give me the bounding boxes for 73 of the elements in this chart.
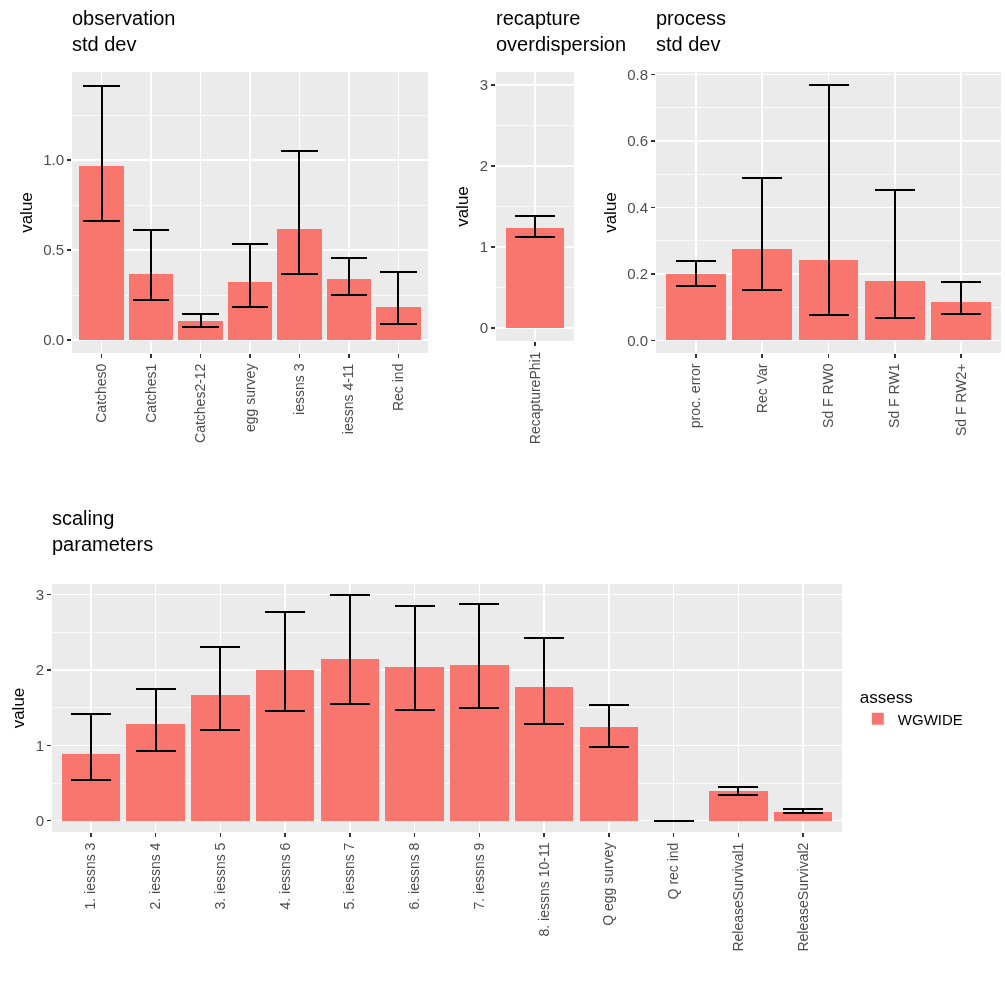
- bar: [79, 165, 124, 341]
- x-tick-label: 1. iessns 3: [82, 842, 99, 910]
- bar: [864, 281, 925, 341]
- bar: [931, 301, 992, 341]
- x-tick-label: Catches1: [142, 363, 159, 423]
- chart-title: recapture overdispersion: [496, 7, 627, 55]
- y-tick-label: 2: [35, 661, 44, 679]
- x-tick-label: Rec ind: [389, 363, 406, 412]
- y-tick-label: 1: [479, 238, 488, 256]
- x-tick-label: Catches0: [93, 363, 110, 423]
- x-tick-label: Sd F RW0: [820, 363, 837, 428]
- x-tick-label: iessns 3: [290, 363, 307, 415]
- x-tick-label: ReleaseSurvival1: [729, 842, 746, 952]
- y-tick-label: 0.8: [627, 65, 648, 83]
- y-tick-label: 0.6: [627, 132, 648, 150]
- y-tick-label: 3: [479, 76, 488, 94]
- y-tick-label: 1: [35, 736, 44, 754]
- bar: [376, 306, 421, 341]
- x-tick-label: 7. iessns 9: [470, 842, 487, 910]
- legend-label: WGWIDE: [897, 710, 963, 728]
- y-axis-title: value: [600, 192, 620, 233]
- y-tick-label: 0: [35, 811, 44, 829]
- y-tick-label: 0.4: [627, 198, 648, 216]
- y-tick-label: 0.0: [43, 331, 64, 349]
- x-tick-label: 3. iessns 5: [211, 842, 228, 910]
- bar: [255, 669, 315, 821]
- y-tick-label: 0.2: [627, 265, 648, 283]
- x-tick-label: iessns 4-11: [340, 363, 357, 435]
- x-tick-label: 4. iessns 6: [276, 842, 293, 910]
- bar: [385, 666, 444, 821]
- bar: [320, 658, 380, 821]
- x-tick-label: Sd F RW1: [886, 363, 903, 428]
- bar: [798, 260, 859, 341]
- y-axis-title: value: [453, 186, 473, 227]
- chart-title: observation std dev: [72, 7, 176, 55]
- bar: [709, 790, 768, 821]
- bar: [514, 686, 574, 821]
- bar: [227, 282, 273, 341]
- bar: [191, 694, 250, 821]
- chart-title: scaling parameters: [52, 507, 154, 555]
- bar: [277, 228, 322, 341]
- y-tick-label: 0.0: [627, 331, 648, 349]
- y-tick-label: 0.5: [43, 241, 64, 259]
- chart-title: process std dev: [656, 7, 727, 55]
- x-tick-label: 2. iessns 4: [147, 842, 164, 910]
- x-tick-label: Q rec ind: [665, 842, 682, 900]
- y-axis-title: value: [16, 192, 36, 233]
- x-tick-label: Rec Var: [753, 363, 770, 414]
- y-tick-label: 2: [479, 157, 488, 175]
- x-tick-label: Q egg survey: [600, 842, 617, 926]
- legend-title: assess: [859, 687, 913, 707]
- x-tick-label: 5. iessns 7: [341, 842, 358, 910]
- x-tick-label: 6. iessns 8: [406, 842, 423, 910]
- x-tick-label: egg survey: [241, 363, 258, 433]
- x-tick-label: 8. iessns 10-11: [535, 842, 552, 937]
- x-tick-label: RecapturePhi1: [526, 351, 543, 445]
- bar: [326, 278, 372, 341]
- bar: [732, 249, 793, 341]
- bar: [178, 320, 223, 341]
- bar: [128, 274, 174, 341]
- bar: [665, 273, 726, 341]
- y-tick-label: 1.0: [43, 151, 64, 169]
- y-tick-label: 3: [35, 585, 44, 603]
- x-tick-label: Catches2-12: [192, 363, 209, 443]
- x-tick-label: Sd F RW2+: [952, 363, 969, 437]
- y-tick-label: 0: [479, 319, 488, 337]
- x-tick-label: proc. error: [687, 363, 704, 429]
- x-tick-label: ReleaseSurvival2: [794, 842, 811, 952]
- bar: [579, 727, 639, 821]
- bar: [126, 724, 185, 821]
- bar: [61, 754, 120, 821]
- bar: [450, 664, 509, 821]
- y-axis-title: value: [9, 687, 29, 729]
